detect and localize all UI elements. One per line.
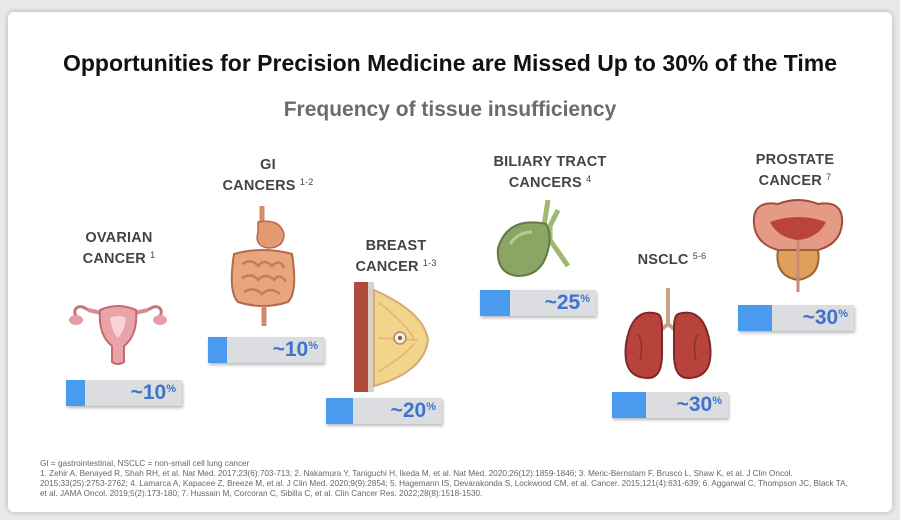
- bar-fill: [66, 380, 86, 406]
- frequency-value: ~10%: [130, 381, 176, 404]
- lungs-icon: [624, 288, 712, 380]
- prostate-frequency-bar: ~30%: [738, 305, 854, 331]
- uterus-icon: [69, 305, 167, 365]
- frequency-value: ~30%: [802, 306, 848, 329]
- frequency-value: ~10%: [272, 338, 318, 361]
- nsclc-frequency-bar: ~30%: [612, 392, 728, 418]
- bar-fill: [480, 290, 511, 316]
- breast-label: BREAST CANCER 1-3: [355, 238, 437, 275]
- gi-frequency-bar: ~10%: [208, 337, 324, 363]
- biliary-frequency-bar: ~25%: [480, 290, 596, 316]
- ovarian-label: OVARIAN CANCER 1: [82, 230, 156, 267]
- bar-fill: [326, 398, 353, 424]
- bar-fill: [208, 337, 228, 363]
- frequency-value: ~20%: [390, 399, 436, 422]
- biliary-label: BILIARY TRACT CANCERS 4: [493, 154, 607, 191]
- abbreviations: GI = gastrointestinal, NSCLC = non-small…: [40, 459, 250, 468]
- reference-line: et al. JAMA Oncol. 2019;5(2):173-180; 7.…: [40, 489, 483, 498]
- bar-fill: [612, 392, 646, 418]
- frequency-value: ~30%: [676, 393, 722, 416]
- gi-label: GI CANCERS 1-2: [222, 157, 314, 194]
- nsclc-label: NSCLC 5-6: [637, 251, 707, 268]
- footnotes: GI = gastrointestinal, NSCLC = non-small…: [40, 459, 880, 499]
- ovarian-frequency-bar: ~10%: [66, 380, 182, 406]
- breast-icon: [354, 282, 430, 392]
- reference-line: 1. Zehir A, Benayed R, Shah RH, et al. N…: [40, 469, 793, 478]
- digestive-system-icon: [230, 206, 296, 326]
- breast-frequency-bar: ~20%: [326, 398, 442, 424]
- slide: Opportunities for Precision Medicine are…: [8, 12, 892, 512]
- prostate-icon: [752, 199, 844, 292]
- frequency-value: ~25%: [544, 291, 590, 314]
- reference-line: 2015;33(25):2753-2762; 4. Lamarca A, Kap…: [40, 479, 848, 488]
- slide-subtitle: Frequency of tissue insufficiency: [283, 98, 617, 121]
- slide-title: Opportunities for Precision Medicine are…: [62, 50, 838, 76]
- bar-fill: [738, 305, 772, 331]
- gallbladder-icon: [496, 199, 571, 278]
- prostate-label: PROSTATE CANCER 7: [755, 152, 835, 189]
